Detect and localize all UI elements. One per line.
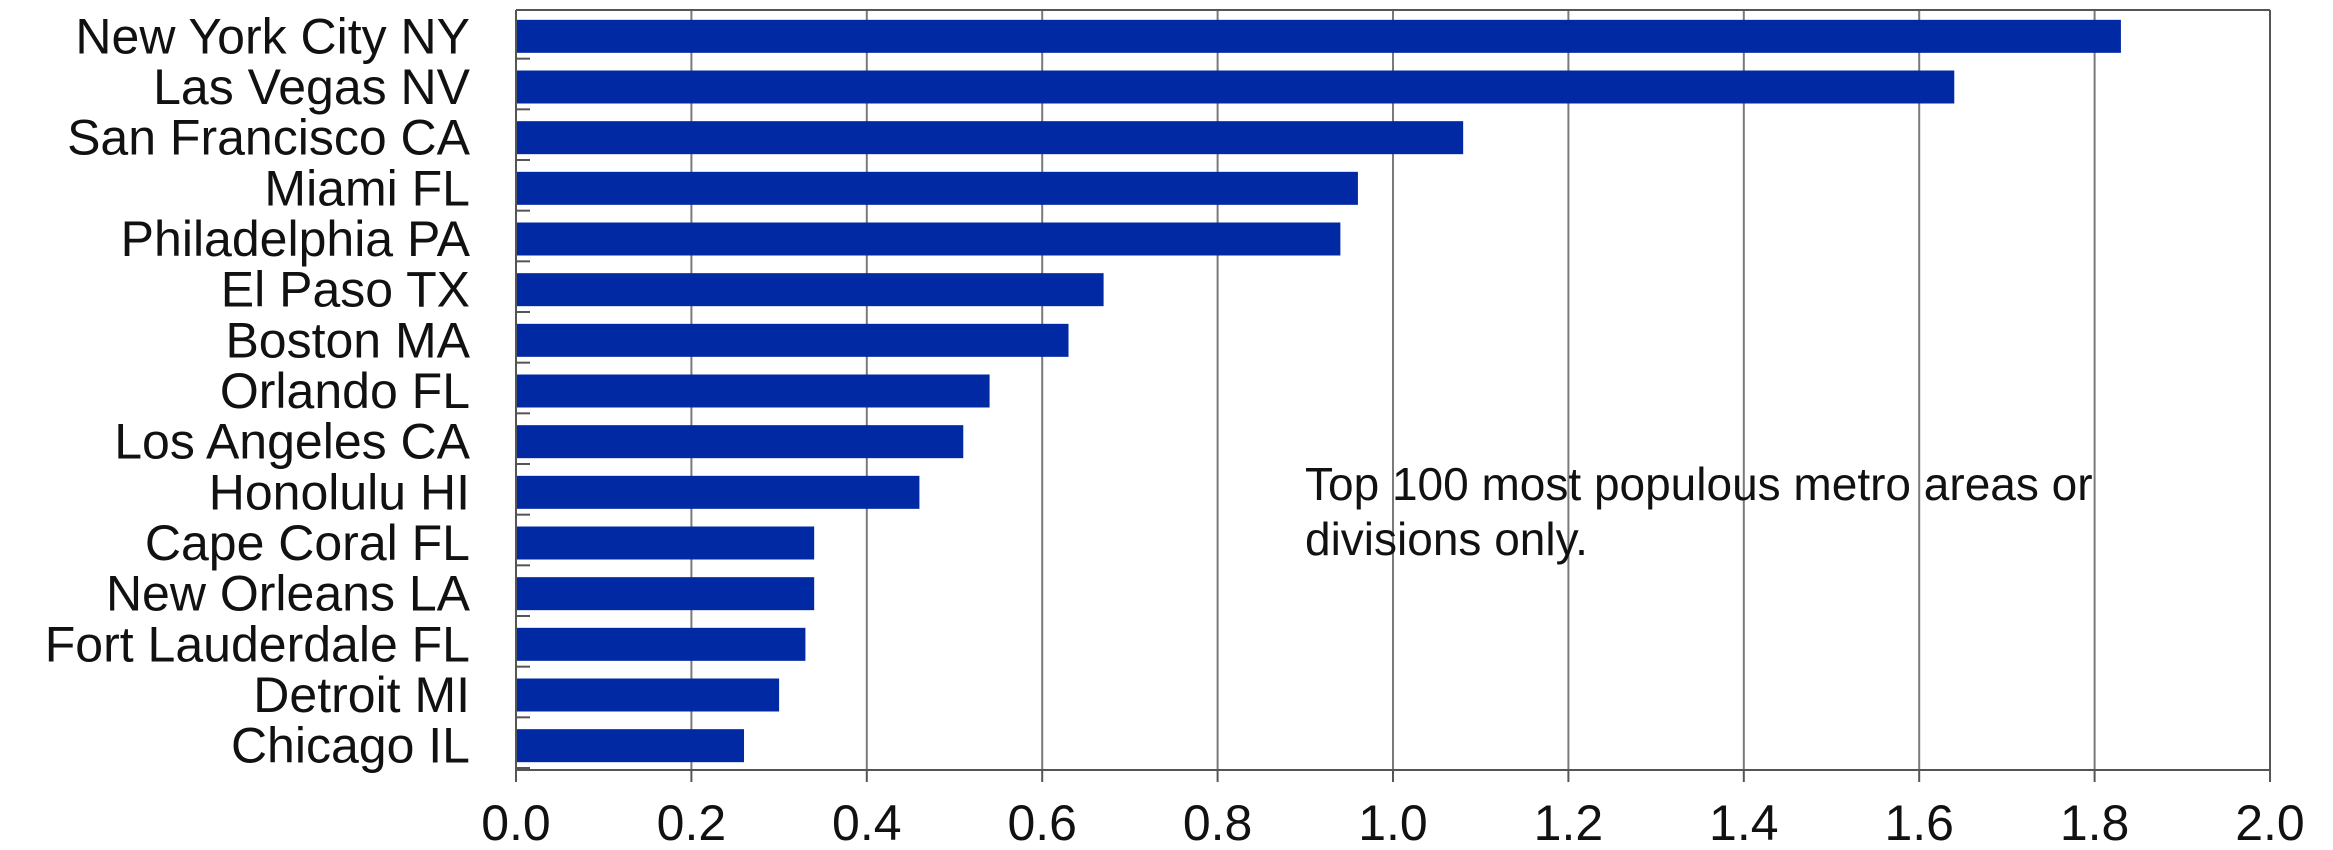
bar [516, 729, 745, 763]
y-tick-marks [516, 57, 530, 769]
bars [516, 19, 2121, 763]
category-label: Honolulu HI [209, 464, 470, 520]
bar [516, 19, 2121, 53]
category-label: New York City NY [75, 8, 470, 64]
bar [516, 323, 1069, 357]
bar [516, 70, 1955, 104]
x-tick-label: 2.0 [2235, 795, 2305, 850]
category-label: El Paso TX [221, 262, 470, 318]
category-label: Los Angeles CA [114, 414, 470, 470]
bar [516, 678, 780, 712]
category-label: Cape Coral FL [145, 515, 470, 571]
bar [516, 627, 806, 661]
category-label: Boston MA [225, 312, 470, 368]
bar [516, 374, 990, 408]
category-label: Orlando FL [220, 363, 470, 419]
annotation-note: Top 100 most populous metro areas or div… [1305, 458, 2093, 565]
category-label: San Francisco CA [67, 110, 471, 166]
bar [516, 526, 815, 560]
category-label: Chicago IL [231, 718, 470, 774]
bar [516, 222, 1341, 256]
bar [516, 121, 1464, 155]
x-tick-labels: 0.0 0.2 0.4 0.6 0.8 1.0 1.2 1.4 1.6 1.8 2.0 [481, 770, 2305, 850]
x-tick-label: 1.6 [1884, 795, 1954, 850]
annotation-line-2: divisions only. [1305, 513, 1588, 565]
annotation-line-1: Top 100 most populous metro areas or [1305, 458, 2093, 510]
bar [516, 273, 1104, 307]
category-label: Fort Lauderdale FL [45, 616, 470, 672]
category-label: Philadelphia PA [121, 211, 471, 267]
bar [516, 475, 920, 509]
x-tick-label: 1.0 [1358, 795, 1428, 850]
category-label: Las Vegas NV [153, 59, 471, 115]
category-label: Miami FL [264, 160, 470, 216]
bar [516, 425, 964, 459]
x-tick-label: 0.2 [657, 795, 727, 850]
category-label: New Orleans LA [106, 566, 471, 622]
bar [516, 577, 815, 611]
x-tick-label: 1.4 [1709, 795, 1779, 850]
bar [516, 171, 1358, 205]
x-tick-label: 0.0 [481, 795, 551, 850]
x-tick-label: 0.6 [1007, 795, 1077, 850]
category-label: Detroit MI [253, 667, 470, 723]
x-tick-label: 0.4 [832, 795, 902, 850]
x-tick-label: 0.8 [1183, 795, 1253, 850]
x-tick-label: 1.8 [2060, 795, 2130, 850]
x-tick-label: 1.2 [1534, 795, 1604, 850]
